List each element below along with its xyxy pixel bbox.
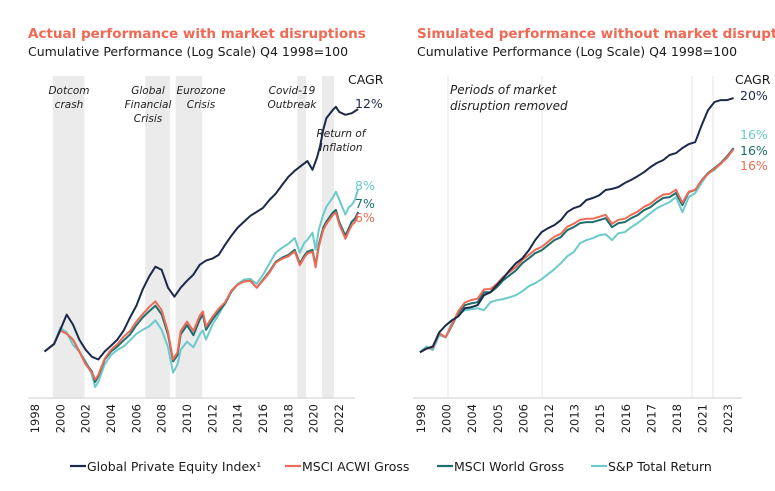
left-x-tick-2004: 2004 — [104, 404, 118, 433]
left-x-tick-2008: 2008 — [155, 404, 169, 433]
annotation-eurozone-line2: Crisis — [187, 99, 216, 111]
left-cagr-gpe: 12% — [355, 96, 383, 111]
annotation-covid-line2: Outbreak — [268, 99, 318, 111]
annotation-dotcom-line2: crash — [55, 99, 84, 111]
legend-label-gpe: Global Private Equity Index¹ — [87, 459, 261, 474]
right-x-tick-2005: 2005 — [491, 404, 505, 433]
left-x-tick-2020: 2020 — [307, 404, 321, 433]
left-x-tick-2002: 2002 — [79, 404, 93, 433]
right-cagr-gpe: 20% — [740, 88, 768, 103]
left-x-tick-2010: 2010 — [180, 404, 194, 433]
shaded-period-return-of-inflation — [321, 76, 335, 398]
right-x-tick-labels: 1998 2000 2004 2005 2006 2012 2013 2015 2016 2017… — [414, 404, 735, 433]
right-x-tick-2013: 2013 — [568, 404, 582, 433]
right-x-tick-2017: 2017 — [644, 404, 658, 433]
legend-label-acwi: MSCI ACWI Gross — [302, 459, 409, 474]
right-x-tick-2012: 2012 — [542, 404, 556, 433]
right-cagr-world: 16% — [740, 143, 768, 158]
annotation-eurozone-line1: Eurozone — [176, 85, 225, 97]
left-x-tick-1998: 1998 — [28, 404, 42, 433]
annotation-covid-line1: Covid-19 — [269, 85, 316, 97]
right-x-tick-2023: 2023 — [721, 404, 735, 433]
left-x-tick-2012: 2012 — [205, 404, 219, 433]
right-x-tick-2006: 2006 — [516, 404, 530, 433]
annotation-inflation-line1: Return of — [317, 128, 368, 140]
left-cagr-acwi: 6% — [355, 210, 375, 225]
left-x-tick-2000: 2000 — [53, 404, 67, 433]
left-shaded-periods — [52, 76, 335, 398]
left-x-tick-2016: 2016 — [256, 404, 270, 433]
legend-label-world: MSCI World Gross — [454, 459, 564, 474]
right-chart-subtitle: Cumulative Performance (Log Scale) Q4 19… — [417, 44, 737, 59]
right-chart-title: Simulated performance without market dis… — [417, 26, 775, 42]
annotation-inflation-line2: Inflation — [319, 142, 362, 154]
annotation-dotcom-line1: Dotcom — [48, 85, 89, 97]
annotation-gfc-line2: Financial — [125, 99, 172, 111]
shaded-period-eurozone-crisis — [175, 76, 203, 398]
left-x-tick-2006: 2006 — [129, 404, 143, 433]
right-line-msci-acwi-gross — [419, 148, 735, 354]
left-chart-title: Actual performance with market disruptio… — [28, 26, 366, 42]
right-disruption-markers — [447, 76, 714, 398]
right-x-tick-1998: 1998 — [414, 404, 428, 433]
right-x-tick-2000: 2000 — [440, 404, 454, 433]
left-x-tick-2022: 2022 — [332, 404, 346, 433]
left-x-tick-2018: 2018 — [281, 404, 295, 433]
left-x-tick-2014: 2014 — [231, 404, 245, 433]
right-cagr-acwi: 16% — [740, 158, 768, 173]
shaded-period-global-financial-crisis — [145, 76, 170, 398]
right-x-tick-2015: 2015 — [593, 404, 607, 433]
right-line-msci-world-gross — [419, 147, 735, 354]
left-cagr-header: CAGR — [348, 72, 384, 87]
legend-label-sp: S&P Total Return — [608, 459, 712, 474]
left-cagr-world: 7% — [355, 196, 375, 211]
annotation-gfc-line3: Crisis — [134, 113, 163, 125]
left-series-lines — [43, 105, 360, 388]
right-series-lines — [419, 97, 735, 354]
left-line-s-p-total-return — [43, 188, 360, 388]
right-line-s-p-total-return — [419, 147, 735, 354]
left-x-tick-labels: 1998 2000 2002 2004 2006 2008 2010 2012 2014 2016… — [28, 404, 346, 433]
right-x-tick-2018: 2018 — [670, 404, 684, 433]
left-annotations: Dotcom crash Global Financial Crisis Eur… — [48, 85, 367, 154]
left-chart-subtitle: Cumulative Performance (Log Scale) Q4 19… — [28, 44, 348, 59]
legend: Global Private Equity Index¹ MSCI ACWI G… — [70, 459, 712, 474]
shaded-period-covid-19-outbreak — [297, 76, 307, 398]
annotation-disruption-removed-line2: disruption removed — [450, 99, 568, 113]
right-cagr-header: CAGR — [735, 72, 771, 87]
right-line-global-private-equity-index — [419, 97, 734, 354]
left-line-global-private-equity-index — [43, 105, 359, 361]
right-cagr-sp: 16% — [740, 127, 768, 142]
right-x-tick-2016: 2016 — [619, 404, 633, 433]
annotation-disruption-removed-line1: Periods of market — [450, 83, 558, 97]
left-cagr-sp: 8% — [355, 178, 375, 193]
left-line-msci-acwi-gross — [43, 211, 359, 381]
shaded-period-dotcom-crash — [52, 76, 85, 398]
right-x-tick-2004: 2004 — [465, 404, 479, 433]
right-x-tick-2021: 2021 — [696, 404, 710, 433]
annotation-gfc-line1: Global — [131, 85, 165, 97]
